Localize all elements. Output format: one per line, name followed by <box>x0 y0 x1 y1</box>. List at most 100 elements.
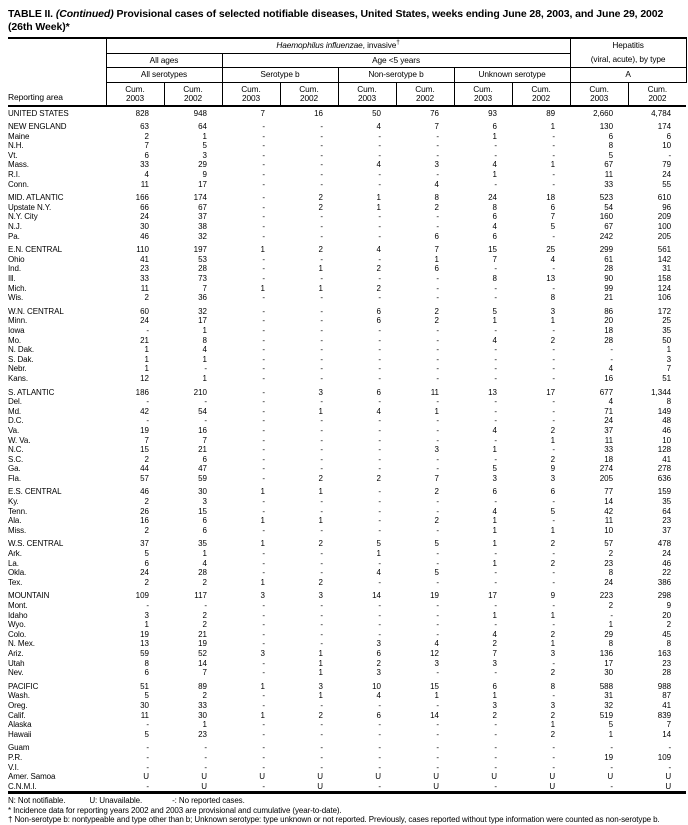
value-cell: 109 <box>135 591 149 601</box>
value-cell: - <box>494 743 497 753</box>
value-cell: 14 <box>430 710 439 720</box>
value-cell: 16 <box>604 373 614 383</box>
value-cell: - <box>262 160 265 170</box>
value-cell: 6 <box>492 231 497 241</box>
table-row: Tenn. 26 15 - - - - 4 5 42 64 <box>8 507 686 517</box>
value-cell: 4 <box>434 179 439 189</box>
value-cell: 8 <box>144 658 149 668</box>
value-cell: - <box>552 264 556 274</box>
title-prefix: TABLE II. <box>8 8 53 20</box>
value-cell: 19 <box>140 425 149 435</box>
value-cell: 52 <box>198 648 207 658</box>
value-cell: 64 <box>198 122 207 132</box>
value-cell: - <box>552 445 556 455</box>
value-cell: 32 <box>198 306 207 316</box>
value-cell: 5 <box>144 549 149 559</box>
value-cell: - <box>552 658 556 668</box>
value-cell: - <box>320 425 323 435</box>
value-cell: 1 <box>492 516 497 526</box>
value-cell: - <box>262 752 265 762</box>
value-cell: 7 <box>260 108 265 118</box>
value-cell: 7 <box>492 254 497 264</box>
value-cell: 948 <box>193 108 207 118</box>
value-cell: - <box>262 658 265 668</box>
value-cell: 2 <box>550 558 556 568</box>
reporting-area-cell: E.S. CENTRAL <box>8 487 62 497</box>
value-cell: 28 <box>604 335 614 345</box>
value-cell: 1 <box>144 364 149 374</box>
value-cell: - <box>320 497 323 507</box>
title-week: (26th Week)* <box>8 20 70 33</box>
value-cell: - <box>610 354 614 364</box>
value-cell: 25 <box>546 245 556 255</box>
table-header: Reporting area Haemophilus influenzae, i… <box>8 38 687 107</box>
value-cell: 10 <box>372 681 381 691</box>
value-cell: - <box>436 354 439 364</box>
table-row: Mass. 33 29 - - 4 3 4 1 67 79 <box>8 160 686 170</box>
value-cell: 6 <box>492 122 497 132</box>
value-cell: - <box>320 464 323 474</box>
value-cell: - <box>552 354 556 364</box>
value-cell: 5 <box>608 720 614 730</box>
value-cell: 19 <box>140 629 149 639</box>
value-cell: - <box>378 212 381 222</box>
value-cell: U <box>317 781 323 791</box>
value-cell: - <box>378 141 381 151</box>
value-cell: 2 <box>318 193 323 203</box>
cum-label: Cum. <box>647 83 668 94</box>
value-cell: - <box>320 141 323 151</box>
value-cell: - <box>320 435 323 445</box>
value-cell: 1 <box>260 539 265 549</box>
value-cell: - <box>436 729 439 739</box>
value-cell: 37 <box>662 525 672 535</box>
table-row: E.S. CENTRAL 46 30 1 1 - 2 6 6 77 159 <box>8 487 686 497</box>
value-cell: - <box>668 762 672 772</box>
value-cell: 2 <box>202 620 207 630</box>
value-cell: 2 <box>144 131 149 141</box>
value-cell: 89 <box>546 108 556 118</box>
value-cell: - <box>378 497 381 507</box>
value-cell: 1 <box>260 710 265 720</box>
value-cell: 106 <box>657 293 672 303</box>
value-cell: 4 <box>376 122 381 132</box>
value-cell: 6 <box>376 316 381 326</box>
cum-2003-header: Cum. 2003 <box>106 82 165 107</box>
value-cell: - <box>378 150 381 160</box>
value-cell: 28 <box>662 668 672 678</box>
value-cell: 45 <box>662 629 672 639</box>
value-cell: - <box>610 743 614 753</box>
value-cell: 11 <box>604 170 614 180</box>
value-cell: 2 <box>318 577 323 587</box>
reporting-area-cell: Colo. <box>8 629 27 639</box>
value-cell: 6 <box>608 131 614 141</box>
value-cell: 6 <box>144 558 149 568</box>
value-cell: 6 <box>666 131 672 141</box>
reporting-area-cell: Ky. <box>8 497 19 507</box>
value-cell: - <box>378 170 381 180</box>
value-cell: 1 <box>144 620 149 630</box>
cum-label: Cum. <box>357 83 377 94</box>
reporting-area-cell: Amer. Samoa <box>8 772 56 782</box>
reporting-area-cell: Ohio <box>8 254 25 264</box>
reporting-area-cell: Va. <box>8 425 20 435</box>
value-cell: 2 <box>434 202 439 212</box>
value-cell: - <box>320 345 323 355</box>
value-cell: 1 <box>550 610 556 620</box>
value-cell: - <box>320 364 323 374</box>
reporting-area-cell: Calif. <box>8 710 26 720</box>
value-cell: 2 <box>144 577 149 587</box>
value-cell: - <box>552 601 556 610</box>
table-row: W.S. CENTRAL 37 35 1 2 5 5 1 2 57 478 <box>8 539 686 549</box>
reporting-area-cell: N. Mex. <box>8 639 35 649</box>
value-cell: 50 <box>662 335 672 345</box>
value-cell: - <box>494 345 497 355</box>
value-cell: 1 <box>202 325 207 335</box>
reporting-area-header: Reporting area <box>8 38 107 107</box>
value-cell: - <box>262 506 265 516</box>
value-cell: 14 <box>372 591 381 601</box>
reporting-area-cell: PACIFIC <box>8 681 39 691</box>
value-cell: - <box>262 193 265 203</box>
value-cell: 4 <box>492 222 497 232</box>
value-cell: U <box>433 781 439 791</box>
value-cell: 1 <box>492 445 497 455</box>
